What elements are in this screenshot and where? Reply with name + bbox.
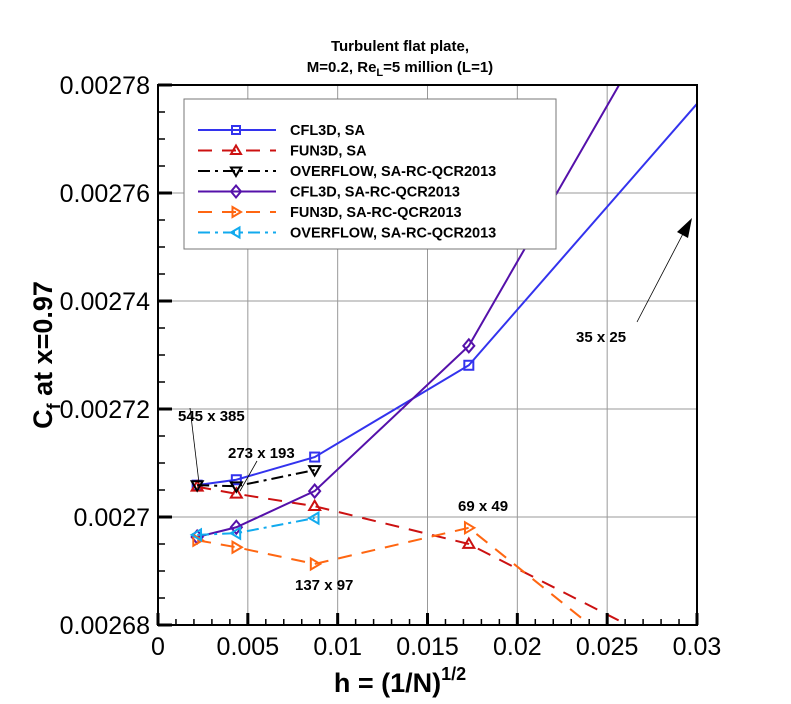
legend: CFL3D, SA FUN3D, SA OVERFLOW, SA-RC-QCR201… <box>183 98 557 250</box>
annotations: 545 x 385 273 x 193 137 x 97 69 x 49 35 … <box>178 218 692 594</box>
series-line <box>196 526 591 626</box>
ticks: 0 0.005 0.01 0.015 0.02 0.025 0.03 0.00268 0.002… <box>60 72 722 661</box>
legend-marker-icon <box>229 166 243 178</box>
series-line <box>196 84 620 538</box>
data-point <box>228 525 242 541</box>
data-point <box>231 539 244 555</box>
annotation-arrow-35 <box>636 227 687 323</box>
legend-marker-icon <box>229 143 243 155</box>
annotation-leader-545 <box>189 407 200 484</box>
data-point <box>230 474 242 486</box>
data-point <box>463 520 477 536</box>
legend-box <box>183 98 557 250</box>
legend-marker-icon <box>229 225 241 240</box>
x-axis-label: h = (1/N)1/2 <box>334 664 466 698</box>
series-line <box>197 517 315 536</box>
data-point <box>307 483 322 500</box>
series-group <box>189 84 698 626</box>
x-tick-label: 0.005 <box>217 633 280 661</box>
data-point <box>463 359 475 371</box>
series-4 <box>192 520 591 626</box>
x-tick-label: 0.02 <box>493 633 542 661</box>
data-point <box>307 498 322 512</box>
series-2 <box>189 465 322 494</box>
series-5 <box>189 510 320 543</box>
data-point <box>189 480 205 493</box>
x-tick-label: 0 <box>151 633 165 661</box>
y-tick-label: 0.00274 <box>60 288 150 316</box>
x-tick-label: 0.025 <box>576 633 639 661</box>
y-tick-label: 0.00272 <box>60 396 150 424</box>
annotation-35x25: 35 x 25 <box>576 329 626 346</box>
chart-title-line2: M=0.2, ReL=5 million (L=1) <box>307 59 493 79</box>
legend-label: FUN3D, SA <box>290 144 367 160</box>
series-line <box>197 469 315 488</box>
x-tick-label: 0.015 <box>396 633 459 661</box>
legend-label: CFL3D, SA-RC-QCR2013 <box>290 185 460 201</box>
chart-title-line1: Turbulent flat plate, <box>331 38 469 55</box>
data-point <box>307 465 322 478</box>
annotation-273x193: 273 x 193 <box>228 445 295 462</box>
annotation-545x385: 545 x 385 <box>178 408 245 425</box>
x-tick-label: 0.03 <box>673 633 722 661</box>
legend-label: CFL3D, SA <box>290 123 365 139</box>
data-point <box>309 556 323 572</box>
arrow-head-icon <box>677 218 692 238</box>
data-point <box>189 527 203 543</box>
y-tick-label: 0.0027 <box>74 504 150 532</box>
data-point <box>229 481 244 494</box>
data-point <box>307 510 320 526</box>
series-line <box>197 103 698 487</box>
y-tick-label: 0.00276 <box>60 180 150 208</box>
data-point <box>229 519 244 536</box>
data-point <box>229 486 244 499</box>
legend-label: OVERFLOW, SA-RC-QCR2013 <box>290 164 496 180</box>
data-point <box>461 536 477 549</box>
annotation-leader-273 <box>239 460 258 492</box>
data-point <box>309 451 321 463</box>
legend-label: OVERFLOW, SA-RC-QCR2013 <box>290 226 496 242</box>
annotation-137x97: 137 x 97 <box>295 577 353 594</box>
legend-marker-icon <box>231 205 243 219</box>
data-point <box>462 337 476 354</box>
legend-label: FUN3D, SA-RC-QCR2013 <box>290 205 462 221</box>
y-tick-label: 0.00268 <box>60 612 150 640</box>
annotation-69x49: 69 x 49 <box>458 498 508 515</box>
y-axis-label: Cf at x=0.97 <box>28 281 64 429</box>
x-tick-label: 0.01 <box>313 633 362 661</box>
legend-marker-icon <box>229 183 243 200</box>
y-tick-label: 0.00278 <box>60 72 150 100</box>
legend-marker-icon <box>231 125 241 135</box>
